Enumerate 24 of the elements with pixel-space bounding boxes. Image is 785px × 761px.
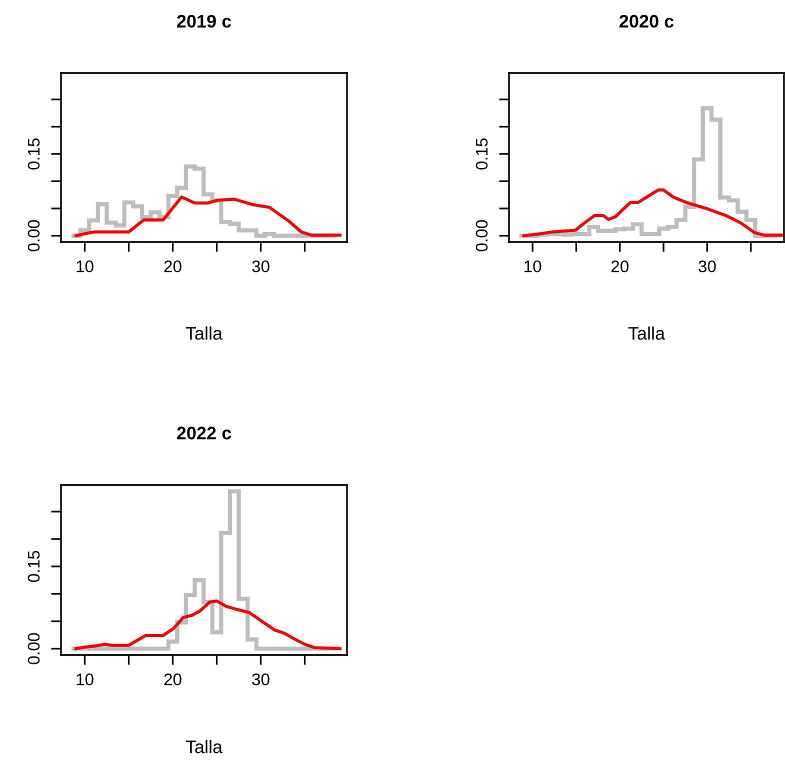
chart-title: 2019 c <box>177 14 232 28</box>
y-tick-label: 0.00 <box>28 220 40 252</box>
x-tick-label: 10 <box>524 260 542 272</box>
y-tick-label: 0.00 <box>476 220 488 252</box>
chart-title: 2022 c <box>177 426 232 440</box>
line-series <box>74 599 342 650</box>
line-series <box>74 195 342 238</box>
x-tick-label: 20 <box>611 260 628 272</box>
x-tick-label: 20 <box>164 260 182 272</box>
y-tick-label: 0.00 <box>28 633 40 664</box>
chart-title: 2020 c <box>620 14 674 28</box>
line-series <box>522 188 784 238</box>
x-axis-title: Talla <box>186 740 223 754</box>
x-axis-title: Talla <box>628 326 666 340</box>
x-tick-label: 10 <box>76 260 94 272</box>
y-tick-label: 0.15 <box>28 138 40 170</box>
x-tick-label: 30 <box>252 260 270 272</box>
x-axis-title: Talla <box>186 326 223 340</box>
x-tick-label: 20 <box>164 673 182 686</box>
y-tick-label: 0.15 <box>28 550 40 582</box>
x-tick-label: 30 <box>252 673 270 686</box>
x-tick-label: 10 <box>76 673 94 686</box>
y-tick-label: 0.15 <box>476 138 488 170</box>
x-tick-label: 30 <box>698 260 716 272</box>
